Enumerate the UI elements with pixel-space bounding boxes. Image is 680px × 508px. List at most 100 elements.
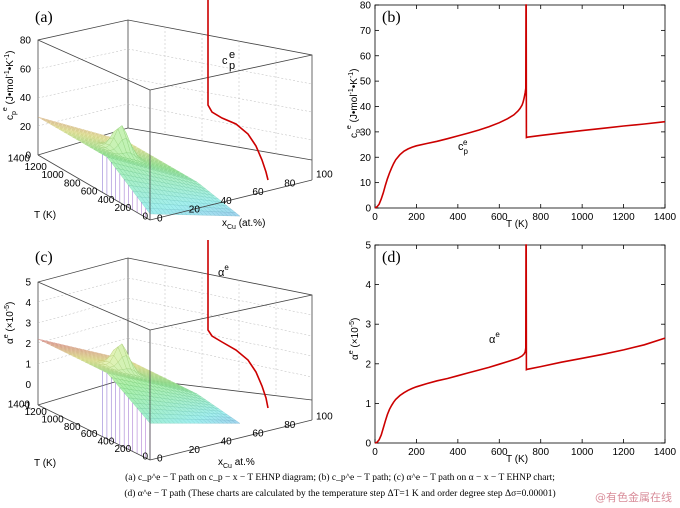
panel-c-x-ticks: 0 20 40 60 80 100: [157, 412, 333, 465]
panel-b-ytick-label: 60: [360, 51, 372, 62]
panel-a-ztick-label: 60: [20, 64, 32, 75]
panel-b-cpe-curve: [374, 4, 666, 209]
panel-d-line-chart: (d) 0 1 2 3 4 5 0 200 400 600 800 1000 1200 1400 αe …: [348, 241, 677, 466]
panel-b-ytick-label: 40: [360, 102, 372, 113]
panel-c-alpha-path: [207, 240, 269, 409]
surface-patch: [37, 116, 47, 121]
panel-b-x-label: T (K): [506, 219, 528, 230]
panel-a-x-ticks: 0 20 40 60 80 100: [157, 170, 333, 225]
panel-c-ztick-label: 2: [25, 339, 31, 350]
panel-c-curve-label: αe: [218, 263, 229, 279]
panel-b-ytick-label: 50: [360, 77, 372, 88]
panel-a-xtick-label: 40: [221, 196, 233, 207]
panel-b-ytick-label: 10: [360, 178, 372, 189]
panel-a-ttick-label: 800: [64, 178, 81, 189]
panel-d-xtick-label: 1000: [571, 447, 594, 458]
panel-a-ttick-label: 1000: [41, 170, 64, 181]
caption-line-2: (d) α^e − T path (These charts are calcu…: [124, 489, 556, 499]
caption-line-1: (a) c_p^e − T path on c_p − x − T EHNP d…: [125, 473, 555, 483]
panel-c-ttick-label: 1000: [41, 414, 64, 425]
panel-c-ttick-label: 800: [64, 422, 81, 433]
panel-a-ztick-label: 40: [20, 93, 32, 104]
panel-a-xtick-label: 100: [316, 170, 333, 181]
panel-d-label: (d): [382, 249, 401, 266]
panel-d-y-label: αe (×10-5): [348, 318, 361, 360]
panel-d-xtick-label: 400: [450, 447, 467, 458]
panel-d-alpha-curve: [374, 244, 666, 444]
panel-c-x-label: xCu at.%: [218, 457, 255, 470]
panel-d-ytick-label: 2: [365, 359, 371, 370]
panel-c-ztick-label: 3: [25, 319, 31, 330]
panel-a-curve-label: c: [222, 55, 228, 67]
panel-a-t-label: T (K): [34, 210, 56, 221]
panel-a-ztick-label: 80: [20, 36, 32, 47]
panel-c-xtick-label: 100: [316, 412, 333, 423]
panel-d-xtick-label: 600: [491, 447, 508, 458]
panel-b-xtick-label: 400: [450, 212, 467, 223]
panel-c-xtick-label: 0: [157, 454, 163, 465]
panel-b-frame: [374, 4, 666, 209]
panel-b-line-chart: (b) 0 10 20 30 40 50 60 70 80 0 200 400 600 800 1000 1…: [346, 1, 677, 231]
panel-d-y-ticks: 0 1 2 3 4 5: [365, 241, 665, 450]
panel-d-xtick-label: 200: [408, 447, 425, 458]
panel-a-xtick-label: 80: [284, 178, 296, 189]
panel-b-y-ticks: 0 10 20 30 40 50 60 70 80: [360, 1, 665, 215]
panel-c-ttick-label: 0: [142, 452, 148, 463]
panel-c-surface: [37, 338, 241, 460]
panel-c-label: (c): [35, 249, 53, 266]
svg-text:p: p: [229, 60, 235, 72]
panel-c-xtick-label: 20: [189, 445, 201, 456]
panel-a-z-ticks: 0 20 40 60 80: [20, 36, 32, 162]
panel-c-ttick-label: 1400: [8, 400, 31, 411]
panel-c-ztick-label: -1: [22, 401, 31, 412]
panel-a-ttick-label: 1400: [8, 154, 31, 165]
panel-c-ttick-label: 200: [114, 444, 131, 455]
panel-d-ytick-label: 4: [365, 280, 371, 291]
panel-b-xtick-label: 800: [532, 212, 549, 223]
panel-a-ttick-label: 1200: [25, 162, 48, 173]
panel-c-ttick-label: 1200: [25, 407, 48, 418]
panel-b-ytick-label: 70: [360, 26, 372, 37]
panel-b-x-ticks: 0 200 400 600 800 1000 1200 1400: [372, 5, 677, 223]
panel-c-z-label: αe (×10-5): [3, 302, 16, 344]
svg-text:e: e: [229, 49, 235, 61]
panel-a-ttick-label: 400: [98, 195, 115, 206]
panel-b-xtick-label: 1200: [612, 212, 635, 223]
panel-b-xtick-label: 0: [372, 212, 378, 223]
panel-d-ytick-label: 3: [365, 320, 371, 331]
panel-a-xtick-label: 20: [189, 205, 201, 216]
watermark: @有色金属在线: [595, 491, 672, 504]
panel-d-x-label: T (K): [506, 454, 528, 465]
panel-a-xtick-label: 0: [157, 214, 163, 225]
panel-b-y-label: cpe (J•mol-1•K-1): [346, 68, 362, 138]
panel-a-ztick-label: 0: [25, 151, 31, 162]
panel-b-label: (b): [382, 9, 401, 26]
panel-a-ttick-label: 0: [142, 212, 148, 223]
panel-a-gridlines: [37, 27, 313, 154]
panel-c-z-ticks: -1 0 1 2 3 4 5: [22, 278, 31, 412]
panel-b-xtick-label: 1400: [654, 212, 677, 223]
panel-a-surface: [37, 116, 241, 220]
panel-d-xtick-label: 1200: [612, 447, 635, 458]
panel-c-ztick-label: 1: [25, 360, 31, 371]
panel-d-ytick-label: 1: [365, 399, 371, 410]
panel-c-xtick-label: 40: [221, 437, 233, 448]
panel-a-label: (a): [35, 9, 53, 26]
panel-b-xtick-label: 200: [408, 212, 425, 223]
panel-c-xtick-label: 60: [252, 428, 264, 439]
panel-b-xtick-label: 600: [491, 212, 508, 223]
panel-b-curve-label: cpe: [458, 138, 469, 156]
panel-c-ztick-label: 0: [25, 380, 31, 391]
panel-a-ttick-label: 200: [114, 203, 131, 214]
panel-d-ytick-label: 5: [365, 241, 371, 252]
panel-c-ztick-label: 4: [25, 298, 31, 309]
panel-a-xtick-label: 60: [252, 187, 264, 198]
panel-a-ztick-label: 20: [20, 122, 32, 133]
panel-d-ytick-label: 0: [365, 439, 371, 450]
panel-d-xtick-label: 1400: [654, 447, 677, 458]
panel-a-cpe-path: [207, 0, 269, 181]
panel-d-x-ticks: 0 200 400 600 800 1000 1200 1400: [372, 245, 677, 458]
